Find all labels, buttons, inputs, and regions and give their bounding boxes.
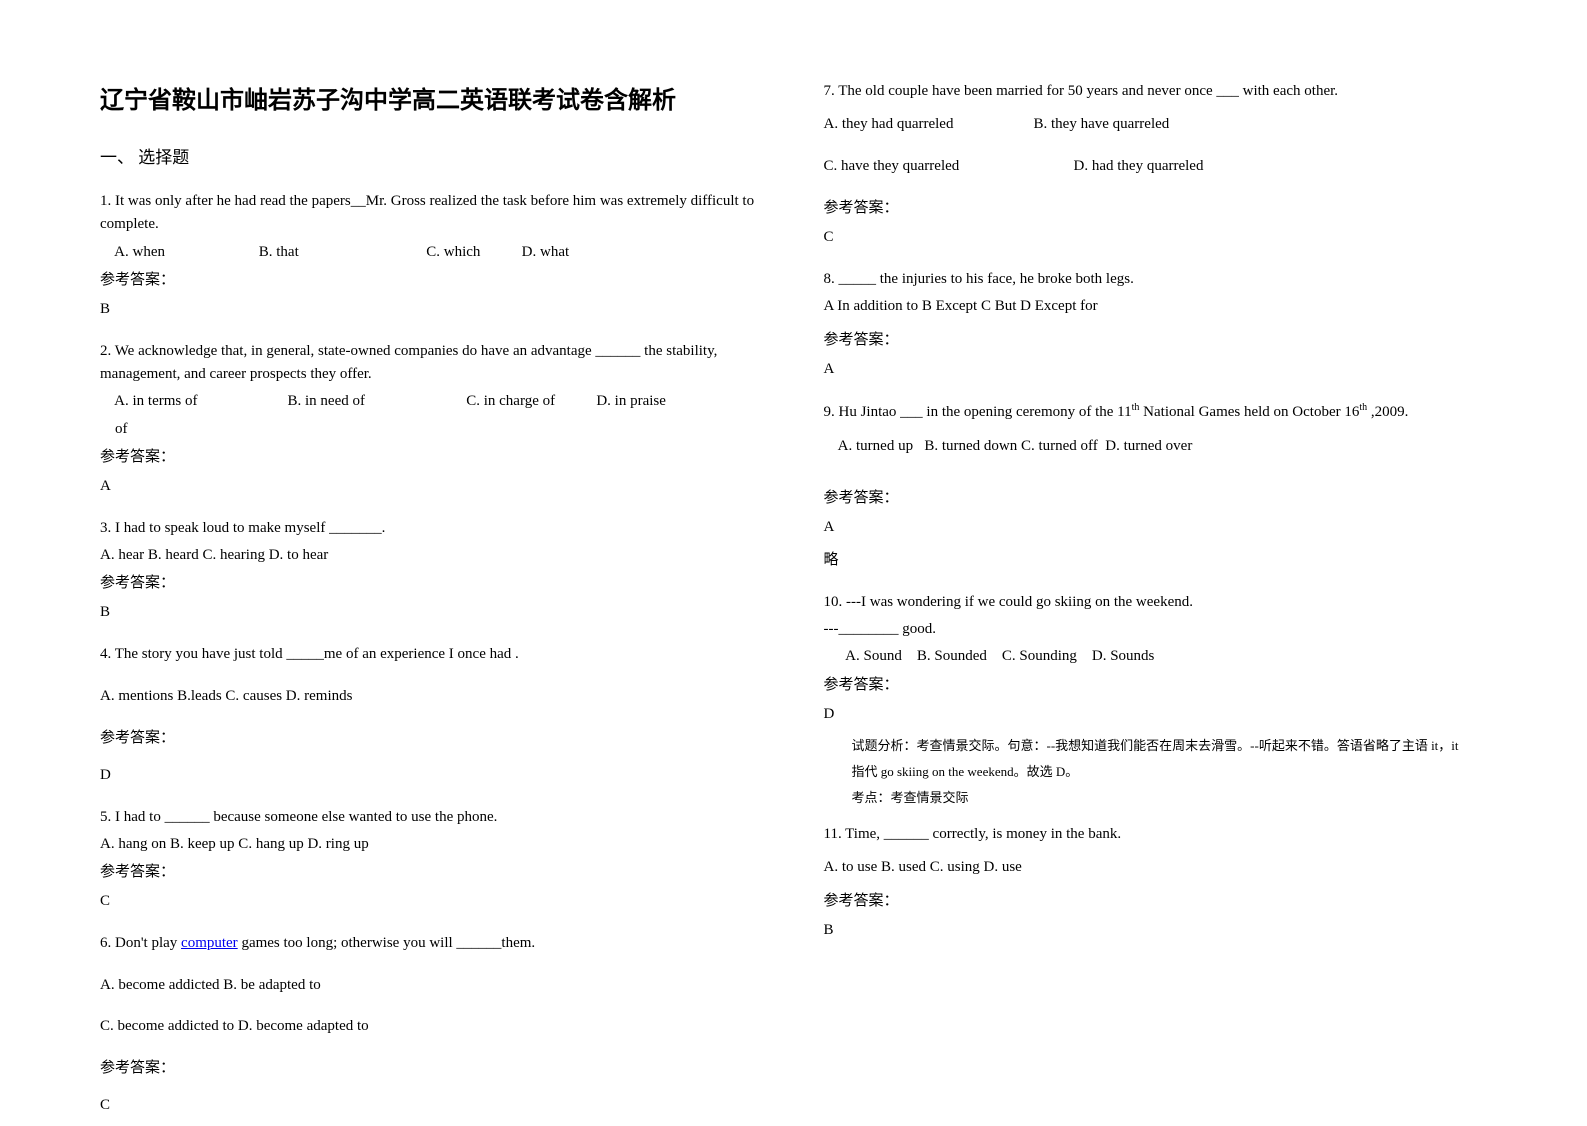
q7-opt-d: D. had they quarreled: [1074, 155, 1488, 178]
q2-text: 2. We acknowledge that, in general, stat…: [100, 340, 764, 387]
q7-ref: 参考答案：: [824, 196, 1488, 217]
q11-options: A. to use B. used C. using D. use: [824, 856, 1488, 879]
q8-ref: 参考答案：: [824, 328, 1488, 349]
q6-pre: 6. Don't play: [100, 935, 181, 951]
q3-options: A. hear B. heard C. hearing D. to hear: [100, 544, 764, 567]
q9-ref: 参考答案：: [824, 486, 1488, 507]
q10-line2: ---________ good.: [824, 618, 1488, 641]
q9-answer: A: [824, 519, 1488, 536]
q10-answer: D: [824, 706, 1488, 723]
q5-ref: 参考答案：: [100, 860, 764, 881]
section-header: 一、 选择题: [100, 143, 764, 168]
q1-options: A. when B. that C. which D. what: [100, 241, 764, 264]
q3-text: 3. I had to speak loud to make myself __…: [100, 517, 764, 540]
q9-pre: 9. Hu Jintao ___ in the opening ceremony…: [824, 404, 1132, 420]
q9-note: 略: [824, 548, 1488, 569]
q4-text: 4. The story you have just told _____me …: [100, 643, 764, 666]
q7-text: 7. The old couple have been married for …: [824, 80, 1488, 103]
q9-text: 9. Hu Jintao ___ in the opening ceremony…: [824, 400, 1488, 424]
q6-answer: C: [100, 1097, 764, 1114]
q2-answer: A: [100, 478, 764, 495]
q8-answer: A: [824, 361, 1488, 378]
question-4: 4. The story you have just told _____me …: [100, 643, 764, 796]
question-2: 2. We acknowledge that, in general, stat…: [100, 340, 764, 507]
left-column: 辽宁省鞍山市岫岩苏子沟中学高二英语联考试卷含解析 一、 选择题 1. It wa…: [100, 80, 764, 1082]
q1-text: 1. It was only after he had read the pap…: [100, 190, 764, 237]
q4-answer: D: [100, 767, 764, 784]
q9-sup2: th: [1359, 402, 1367, 413]
question-11: 11. Time, ______ correctly, is money in …: [824, 823, 1488, 952]
q10-exp1: 试题分析：考查情景交际。句意：--我想知道我们能否在周末去滑雪。--听起来不错。…: [824, 735, 1488, 757]
q6-text: 6. Don't play computer games too long; o…: [100, 932, 764, 955]
right-column: 7. The old couple have been married for …: [824, 80, 1488, 1082]
q9-post: ,2009.: [1367, 404, 1408, 420]
question-1: 1. It was only after he had read the pap…: [100, 190, 764, 330]
q11-text: 11. Time, ______ correctly, is money in …: [824, 823, 1488, 846]
q7-row2: C. have they quarreled D. had they quarr…: [824, 155, 1488, 178]
question-6: 6. Don't play computer games too long; o…: [100, 932, 764, 1126]
q9-options: A. turned up B. turned down C. turned of…: [824, 435, 1488, 458]
q2-ref: 参考答案：: [100, 445, 764, 466]
q10-exp3: 考点：考查情景交际: [824, 787, 1488, 809]
question-5: 5. I had to ______ because someone else …: [100, 806, 764, 923]
q5-answer: C: [100, 893, 764, 910]
q11-ref: 参考答案：: [824, 889, 1488, 910]
q3-ref: 参考答案：: [100, 571, 764, 592]
q2-options-1: A. in terms of B. in need of C. in charg…: [100, 390, 764, 413]
page-title: 辽宁省鞍山市岫岩苏子沟中学高二英语联考试卷含解析: [100, 80, 764, 115]
q10-exp2: 指代 go skiing on the weekend。故选 D。: [824, 761, 1488, 783]
q1-answer: B: [100, 301, 764, 318]
q3-answer: B: [100, 604, 764, 621]
q11-answer: B: [824, 922, 1488, 939]
q5-options: A. hang on B. keep up C. hang up D. ring…: [100, 833, 764, 856]
computer-link[interactable]: computer: [181, 935, 238, 951]
q10-line1: 10. ---I was wondering if we could go sk…: [824, 591, 1488, 614]
question-3: 3. I had to speak loud to make myself __…: [100, 517, 764, 634]
q7-opt-c: C. have they quarreled: [824, 155, 1074, 178]
q7-opt-a: A. they had quarreled: [824, 113, 1034, 136]
q4-ref: 参考答案：: [100, 726, 764, 747]
q7-opt-b: B. they have quarreled: [1034, 113, 1488, 136]
q4-options: A. mentions B.leads C. causes D. reminds: [100, 685, 764, 708]
question-10: 10. ---I was wondering if we could go sk…: [824, 591, 1488, 813]
question-7: 7. The old couple have been married for …: [824, 80, 1488, 258]
q5-text: 5. I had to ______ because someone else …: [100, 806, 764, 829]
question-9: 9. Hu Jintao ___ in the opening ceremony…: [824, 400, 1488, 581]
q7-answer: C: [824, 229, 1488, 246]
q8-options: A In addition to B Except C But D Except…: [824, 295, 1488, 318]
q1-ref: 参考答案：: [100, 268, 764, 289]
q9-mid: National Games held on October 16: [1139, 404, 1359, 420]
q7-row1: A. they had quarreled B. they have quarr…: [824, 113, 1488, 136]
q6-post: games too long; otherwise you will _____…: [238, 935, 535, 951]
q10-options: A. Sound B. Sounded C. Sounding D. Sound…: [824, 645, 1488, 668]
q6-options-ab: A. become addicted B. be adapted to: [100, 974, 764, 997]
q10-ref: 参考答案：: [824, 673, 1488, 694]
question-8: 8. _____ the injuries to his face, he br…: [824, 268, 1488, 391]
q6-ref: 参考答案：: [100, 1056, 764, 1077]
q6-options-cd: C. become addicted to D. become adapted …: [100, 1015, 764, 1038]
q2-options-2: of: [100, 418, 764, 441]
q8-text: 8. _____ the injuries to his face, he br…: [824, 268, 1488, 291]
